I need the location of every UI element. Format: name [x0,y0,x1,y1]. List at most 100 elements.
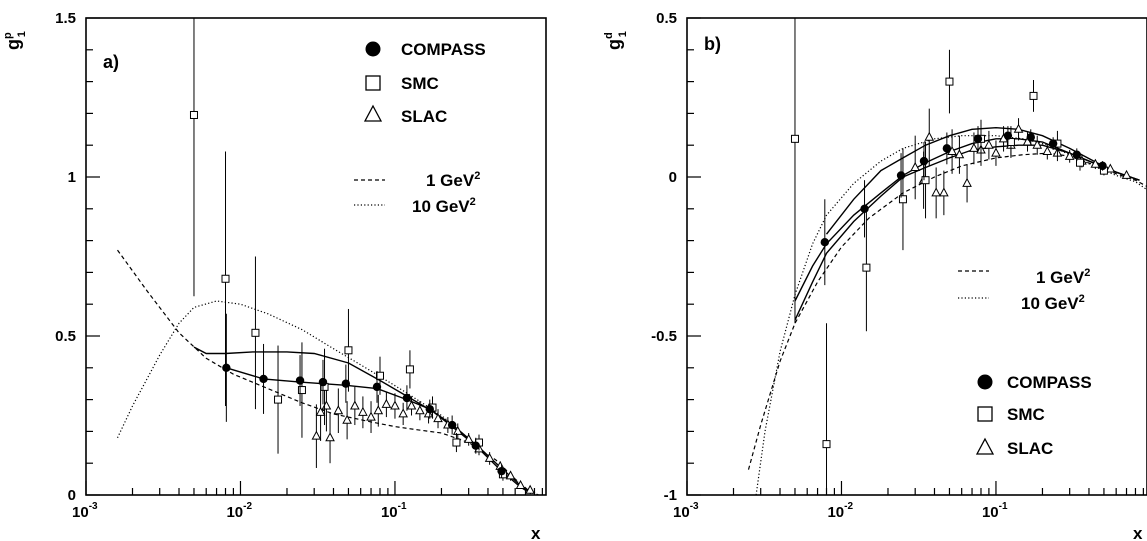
slac-point [931,187,941,197]
y-axis-label-sub-a: 1 [16,31,28,37]
compass-point [447,420,457,430]
panel-b: gd 1 x b) 10-3 10-2 10-1 -1-0.500.5 1 GeV2 … [603,10,1147,541]
smc-point [822,440,831,449]
compass-point [471,441,480,450]
legend-label-10gev-a: 10 GeV2 [412,196,476,216]
y-tick-label: -1 [664,487,677,504]
slac-point [1090,158,1101,168]
slac-point [1022,136,1033,146]
x-tick-label-base: 10 [982,504,999,521]
smc-point [945,77,954,86]
points-b [790,18,1132,495]
slac-point [991,147,1001,157]
dashed-curve [747,152,1147,470]
y-axis-label-base-a: g [3,39,23,50]
compass-point [425,404,434,414]
dotted-curve [755,135,1147,495]
slac-point [1042,145,1053,156]
y-ticks-a: 0 0.5 1 1.5 [55,10,100,504]
slac-point [924,131,935,141]
legend-circle-marker-b [977,374,993,390]
slac-point [1105,163,1116,173]
y-axis-label-b: gd 1 [603,31,629,50]
x-tick-label-exp: -1 [999,501,1008,512]
smc-point [1076,158,1085,167]
solid-curve [825,126,1117,235]
slac-point [984,139,994,149]
slac-point [1013,123,1024,133]
legend-label-slac-a: SLAC [401,107,447,126]
smc-point [297,386,306,395]
legend-markers-b: COMPASS SMC SLAC [975,373,1092,458]
y-tick-label: 0 [68,487,76,504]
panel-a: gp 1 x a) 10-3 1 0 -2 10-1 00.511.5 COMPASS S… [2,10,547,541]
smc-point [189,110,198,119]
legend-triangle-marker-a [363,104,383,122]
y-tick-label: -0.5 [651,328,677,345]
compass-point [259,374,268,384]
points-a [189,18,535,494]
slac-point [1032,139,1043,149]
slac-point [954,149,965,159]
smc-point [862,263,871,272]
legend-square-marker-a [365,75,381,91]
y-axis-label-sup-b: d [603,32,615,39]
slac-point [366,411,376,421]
svg-text:gp1: gp 1 [2,31,28,50]
slac-point [1064,150,1075,160]
compass-point [372,382,382,392]
slac-point [962,177,972,187]
legend-label-slac-b: SLAC [1007,439,1053,458]
x-tick-label-exp: -2 [243,501,252,512]
compass-point [896,171,906,180]
compass-point [942,144,952,153]
curves-b [747,126,1147,495]
legend-label-1gev-b-sup: 2 [1084,267,1090,279]
x-tick-label-base: 10 [673,504,690,521]
legend-label-1gev-a-sup: 2 [474,170,480,182]
compass-point [1026,133,1035,142]
x-tick-label: 10-1 [982,501,1008,521]
slac-point [325,432,335,442]
curves-a [116,249,539,495]
legend-label-10gev-a-sup: 2 [470,196,476,208]
slac-point [415,405,425,415]
compass-point [860,204,869,213]
legend-label-smc-a: SMC [401,74,439,93]
slac-point [433,413,443,423]
plot-frame-b [686,17,1147,496]
x-ticks-a: 10-3 10-2 10-1 [72,481,543,521]
compass-point [820,237,830,247]
compass-point [341,379,351,388]
slac-point [358,406,368,416]
y-axis-label-a: gp 1 [2,31,28,50]
legend-label-1gev-a-value: 1 GeV [426,171,475,190]
compass-point [222,363,231,372]
smc-point [921,176,930,185]
slac-point [463,433,474,443]
legend-label-1gev-b-value: 1 GeV [1036,268,1085,287]
slac-point [515,479,526,489]
legend-label-compass-a: COMPASS [401,40,486,59]
panel-label-a: a) [103,52,119,72]
x-axis-label-a: x [531,524,541,541]
legend-square-marker-b [977,406,993,422]
smc-point [375,371,384,380]
legend-curves-a: 1 GeV2 10 GeV2 [354,170,480,216]
smc-point [221,274,230,283]
x-tick-label: 10-2 [827,501,853,521]
x-tick-label: 10-1 [381,501,407,521]
slac-point [398,408,408,418]
slac-point [484,452,495,462]
slac-point [505,470,516,480]
legend-label-1gev-b: 1 GeV2 [1036,267,1090,287]
compass-point [973,134,983,144]
slac-point [969,142,979,152]
x-tick-label: 10-3 [72,501,98,521]
compass-point [295,376,305,385]
y-axis-label-sup-a: p [2,32,14,39]
compass-point [919,156,929,166]
x-ticks-b: 10-3 10-2 10-1 [673,481,1144,521]
slac-point [315,406,326,416]
svg-text:gd1: gd 1 [603,31,629,50]
